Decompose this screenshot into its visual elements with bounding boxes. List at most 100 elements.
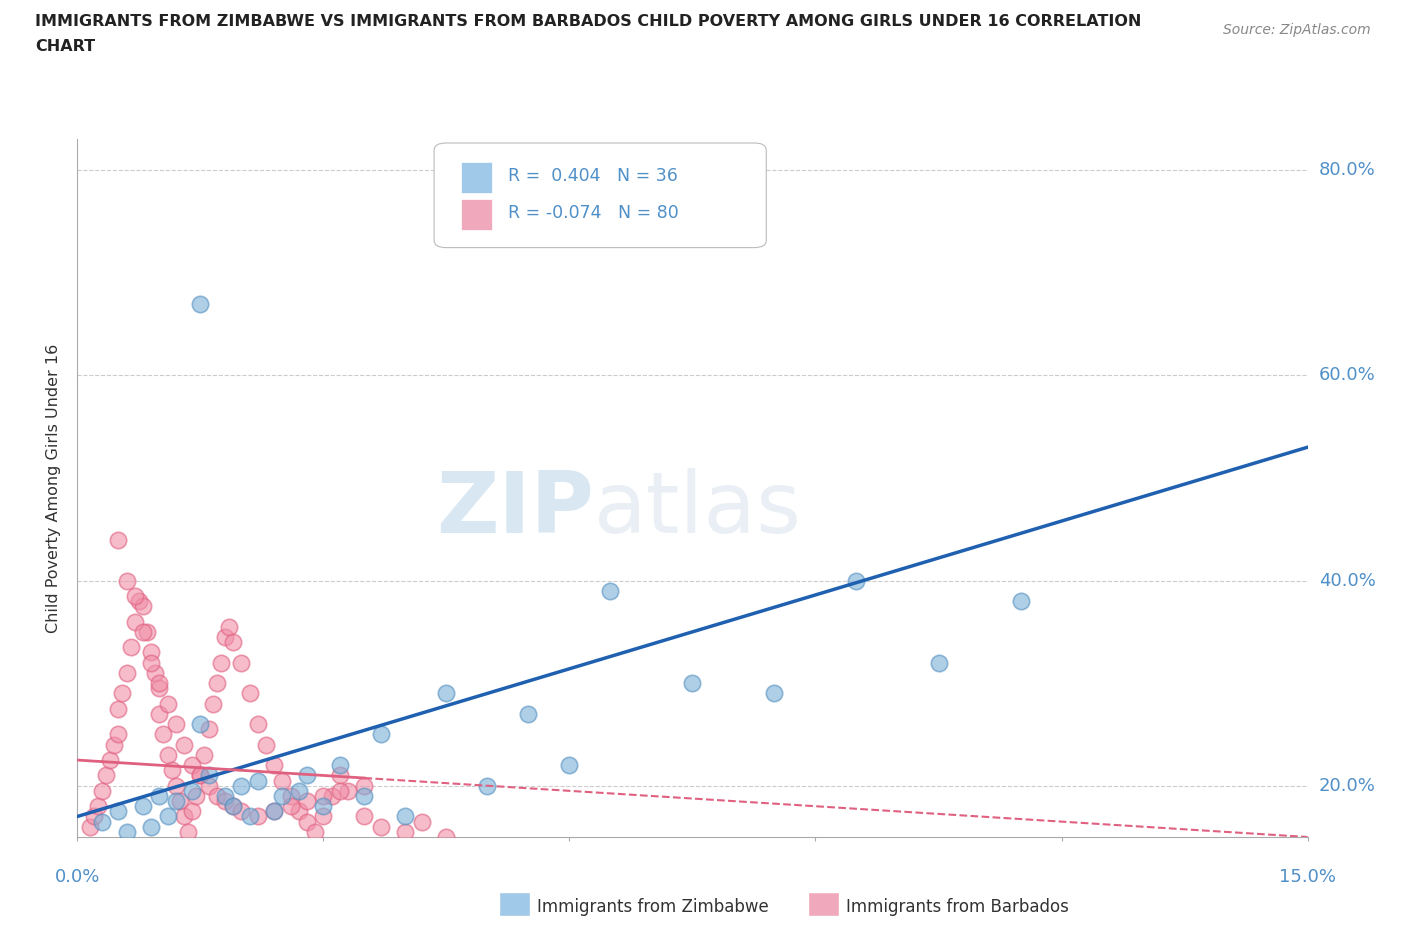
Point	[558, 758, 581, 773]
Point	[928, 655, 950, 670]
Point	[148, 681, 170, 696]
Point	[263, 804, 285, 818]
Point	[188, 296, 212, 311]
Point	[280, 789, 302, 804]
Text: 40.0%: 40.0%	[1319, 572, 1375, 590]
Text: ZIP: ZIP	[436, 468, 595, 551]
Point	[128, 593, 150, 608]
Point	[312, 809, 335, 824]
Point	[197, 768, 219, 783]
Point	[353, 778, 375, 793]
Point	[156, 697, 179, 711]
Point	[288, 783, 311, 798]
Text: CHART: CHART	[35, 39, 96, 54]
Point	[94, 768, 117, 783]
Point	[143, 666, 166, 681]
Point	[205, 676, 228, 691]
Point	[197, 722, 219, 737]
Point	[107, 532, 129, 547]
Text: IMMIGRANTS FROM ZIMBABWE VS IMMIGRANTS FROM BARBADOS CHILD POVERTY AMONG GIRLS U: IMMIGRANTS FROM ZIMBABWE VS IMMIGRANTS F…	[35, 14, 1142, 29]
Point	[288, 804, 311, 818]
Point	[304, 824, 326, 839]
Point	[165, 793, 187, 808]
Point	[148, 676, 170, 691]
Point	[263, 758, 285, 773]
Point	[193, 748, 215, 763]
Point	[141, 644, 163, 659]
Point	[141, 819, 163, 834]
Point	[115, 573, 138, 588]
Point	[370, 819, 392, 834]
Point	[188, 768, 212, 783]
Point	[222, 634, 245, 649]
Point	[280, 799, 302, 814]
Point	[254, 737, 277, 752]
Point	[411, 814, 433, 829]
Point	[111, 686, 134, 701]
Text: R = -0.074   N = 80: R = -0.074 N = 80	[508, 204, 679, 221]
Text: 80.0%: 80.0%	[1319, 161, 1375, 179]
Point	[188, 717, 212, 732]
Point	[682, 676, 704, 691]
Point	[201, 697, 224, 711]
Point	[115, 824, 138, 839]
Point	[165, 717, 187, 732]
Point	[295, 768, 318, 783]
Text: 20.0%: 20.0%	[1319, 777, 1375, 795]
Point	[107, 701, 129, 716]
Point	[246, 809, 269, 824]
Point	[173, 737, 195, 752]
Point	[477, 778, 499, 793]
Text: 0.0%: 0.0%	[55, 868, 100, 885]
Point	[394, 824, 416, 839]
Point	[353, 789, 375, 804]
FancyBboxPatch shape	[434, 143, 766, 247]
Point	[205, 789, 228, 804]
Point	[271, 789, 294, 804]
Point	[436, 830, 458, 844]
Point	[329, 758, 352, 773]
Text: Immigrants from Barbados: Immigrants from Barbados	[846, 897, 1070, 916]
Point	[160, 763, 183, 777]
Y-axis label: Child Poverty Among Girls Under 16: Child Poverty Among Girls Under 16	[46, 343, 62, 633]
Point	[132, 599, 155, 614]
Point	[115, 666, 138, 681]
Point	[181, 783, 204, 798]
Point	[107, 804, 129, 818]
Point	[186, 789, 208, 804]
Point	[218, 619, 240, 634]
Point	[295, 793, 318, 808]
Point	[165, 778, 187, 793]
Bar	[461, 162, 492, 193]
Point	[517, 707, 540, 722]
Point	[141, 655, 163, 670]
Point	[132, 624, 155, 639]
Point	[295, 814, 318, 829]
Point	[263, 804, 285, 818]
Point	[271, 773, 294, 788]
Point	[103, 737, 125, 752]
Point	[222, 799, 245, 814]
Text: atlas: atlas	[595, 468, 801, 551]
Point	[152, 727, 174, 742]
Point	[394, 809, 416, 824]
Point	[148, 707, 170, 722]
Point	[845, 573, 868, 588]
Text: 15.0%: 15.0%	[1279, 868, 1336, 885]
Point	[763, 686, 786, 701]
Point	[214, 630, 236, 644]
Point	[209, 655, 232, 670]
Point	[1010, 593, 1032, 608]
Point	[599, 583, 621, 598]
Point	[337, 783, 360, 798]
Point	[156, 809, 179, 824]
Point	[173, 809, 195, 824]
Point	[132, 799, 155, 814]
Point	[136, 624, 159, 639]
Point	[231, 804, 253, 818]
Point	[239, 686, 262, 701]
Point	[177, 824, 200, 839]
Point	[231, 655, 253, 670]
Point	[156, 748, 179, 763]
Text: 60.0%: 60.0%	[1319, 366, 1375, 384]
